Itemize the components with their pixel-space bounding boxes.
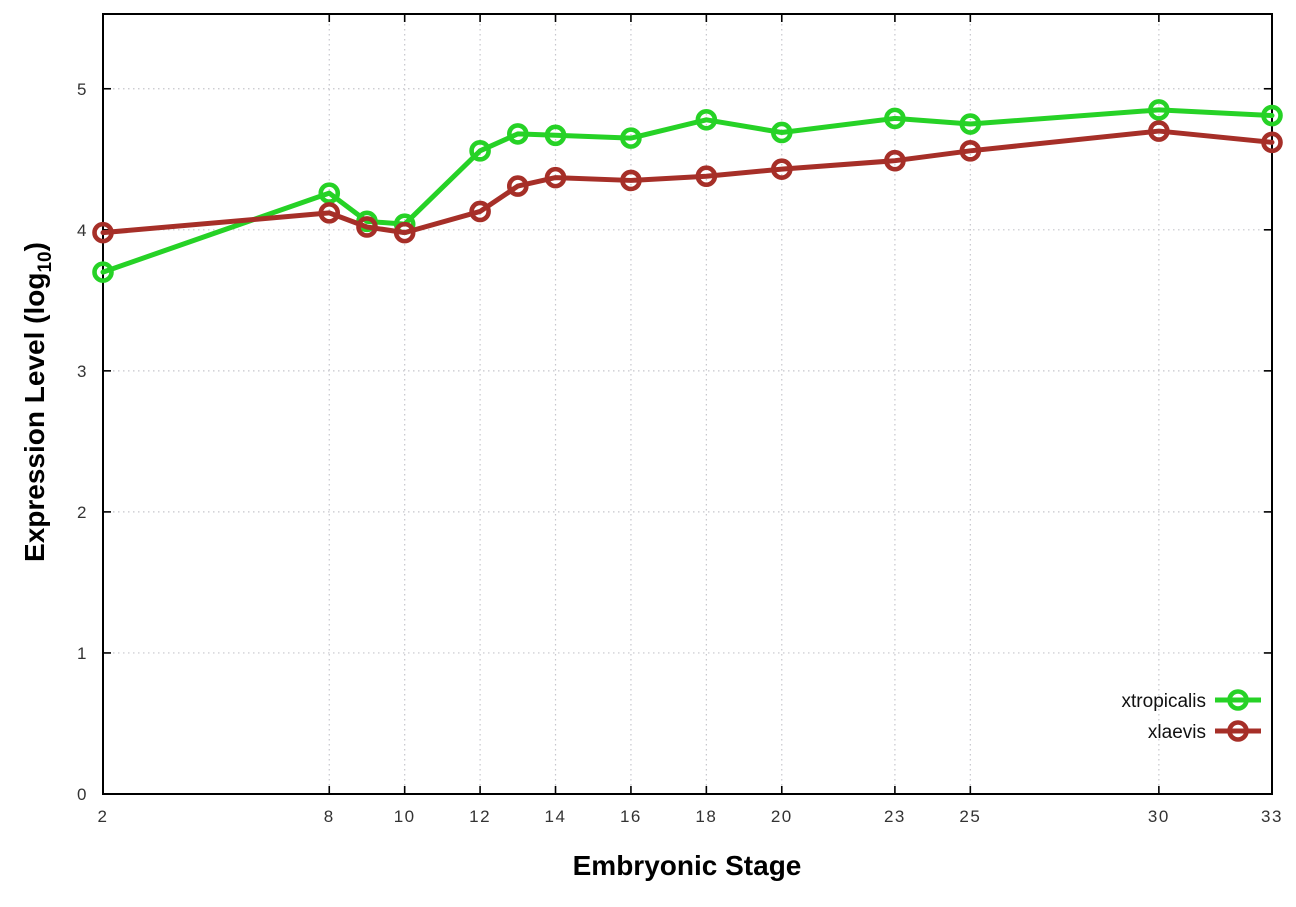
y-tick-label: 0 xyxy=(77,785,88,804)
data-point-xlaevis xyxy=(92,221,114,244)
data-point-xlaevis xyxy=(1261,131,1283,154)
legend-label-xtropicalis: xtropicalis xyxy=(1122,691,1206,712)
legend-marker-xlaevis-icon xyxy=(1227,720,1249,742)
plot-border xyxy=(102,13,1273,795)
x-tick-label: 14 xyxy=(545,807,567,826)
y-axis-title-text: Expression Level (log xyxy=(19,272,51,562)
data-point-xlaevis xyxy=(620,169,642,192)
x-tick-label: 23 xyxy=(884,807,906,826)
data-point-xlaevis xyxy=(356,216,378,238)
x-tick-label: 8 xyxy=(324,807,335,826)
legend-label-xlaevis: xlaevis xyxy=(1148,722,1206,743)
x-tick-label: 2 xyxy=(98,807,109,826)
x-axis-title: Embryonic Stage xyxy=(573,850,802,882)
y-axis-title: Expression Level (log10) xyxy=(19,242,57,562)
series-xlaevis xyxy=(92,120,1283,244)
x-tick-label: 18 xyxy=(695,807,717,826)
y-tick-label: 4 xyxy=(77,221,88,240)
data-point-xtropicalis xyxy=(770,121,793,144)
data-point-xtropicalis xyxy=(884,107,906,130)
x-tick-label: 30 xyxy=(1148,807,1170,826)
series-line-xtropicalis xyxy=(100,107,1275,275)
y-tick-label: 1 xyxy=(77,644,88,663)
x-tick-label: 33 xyxy=(1261,807,1283,826)
data-point-xtropicalis xyxy=(1261,104,1283,127)
x-tick-label: 16 xyxy=(620,807,642,826)
data-point-xtropicalis xyxy=(620,127,642,149)
data-point-xlaevis xyxy=(1148,120,1170,142)
y-tick-label: 5 xyxy=(77,80,88,99)
x-tick-label: 10 xyxy=(394,807,416,826)
data-point-xtropicalis xyxy=(695,108,718,131)
data-point-xlaevis xyxy=(695,165,718,188)
data-point-xlaevis xyxy=(393,221,416,244)
legend-marker-xtropicalis-icon xyxy=(1227,689,1249,711)
data-point-xlaevis xyxy=(544,166,567,189)
data-point-xtropicalis xyxy=(544,124,567,147)
data-point-xlaevis xyxy=(959,140,982,162)
data-point-xtropicalis xyxy=(959,113,982,135)
x-axis-title-text: Embryonic Stage xyxy=(572,850,802,881)
data-point-xlaevis xyxy=(318,202,341,224)
axis-ticks xyxy=(102,14,1273,795)
data-point-xtropicalis xyxy=(318,182,341,204)
series-xtropicalis xyxy=(92,99,1283,283)
x-tick-label: 25 xyxy=(959,807,981,826)
data-point-xtropicalis xyxy=(469,140,491,162)
x-tick-label: 20 xyxy=(771,807,793,826)
gridlines xyxy=(102,14,1273,795)
y-tick-label: 2 xyxy=(77,503,88,522)
y-axis-title-suffix: ) xyxy=(19,242,51,252)
data-point-xtropicalis xyxy=(92,261,114,283)
data-point-xlaevis xyxy=(884,149,906,172)
data-point-xtropicalis xyxy=(507,123,529,145)
data-point-xtropicalis xyxy=(1148,99,1170,121)
y-tick-label: 3 xyxy=(77,362,88,381)
data-point-xlaevis xyxy=(770,158,793,180)
x-tick-label: 12 xyxy=(469,807,491,826)
data-point-xlaevis xyxy=(507,175,529,197)
series-line-xlaevis xyxy=(100,128,1275,236)
data-point-xlaevis xyxy=(469,200,491,223)
y-axis-title-subscript: 10 xyxy=(34,251,56,273)
legend: xtropicalis xlaevis xyxy=(1122,689,1261,743)
